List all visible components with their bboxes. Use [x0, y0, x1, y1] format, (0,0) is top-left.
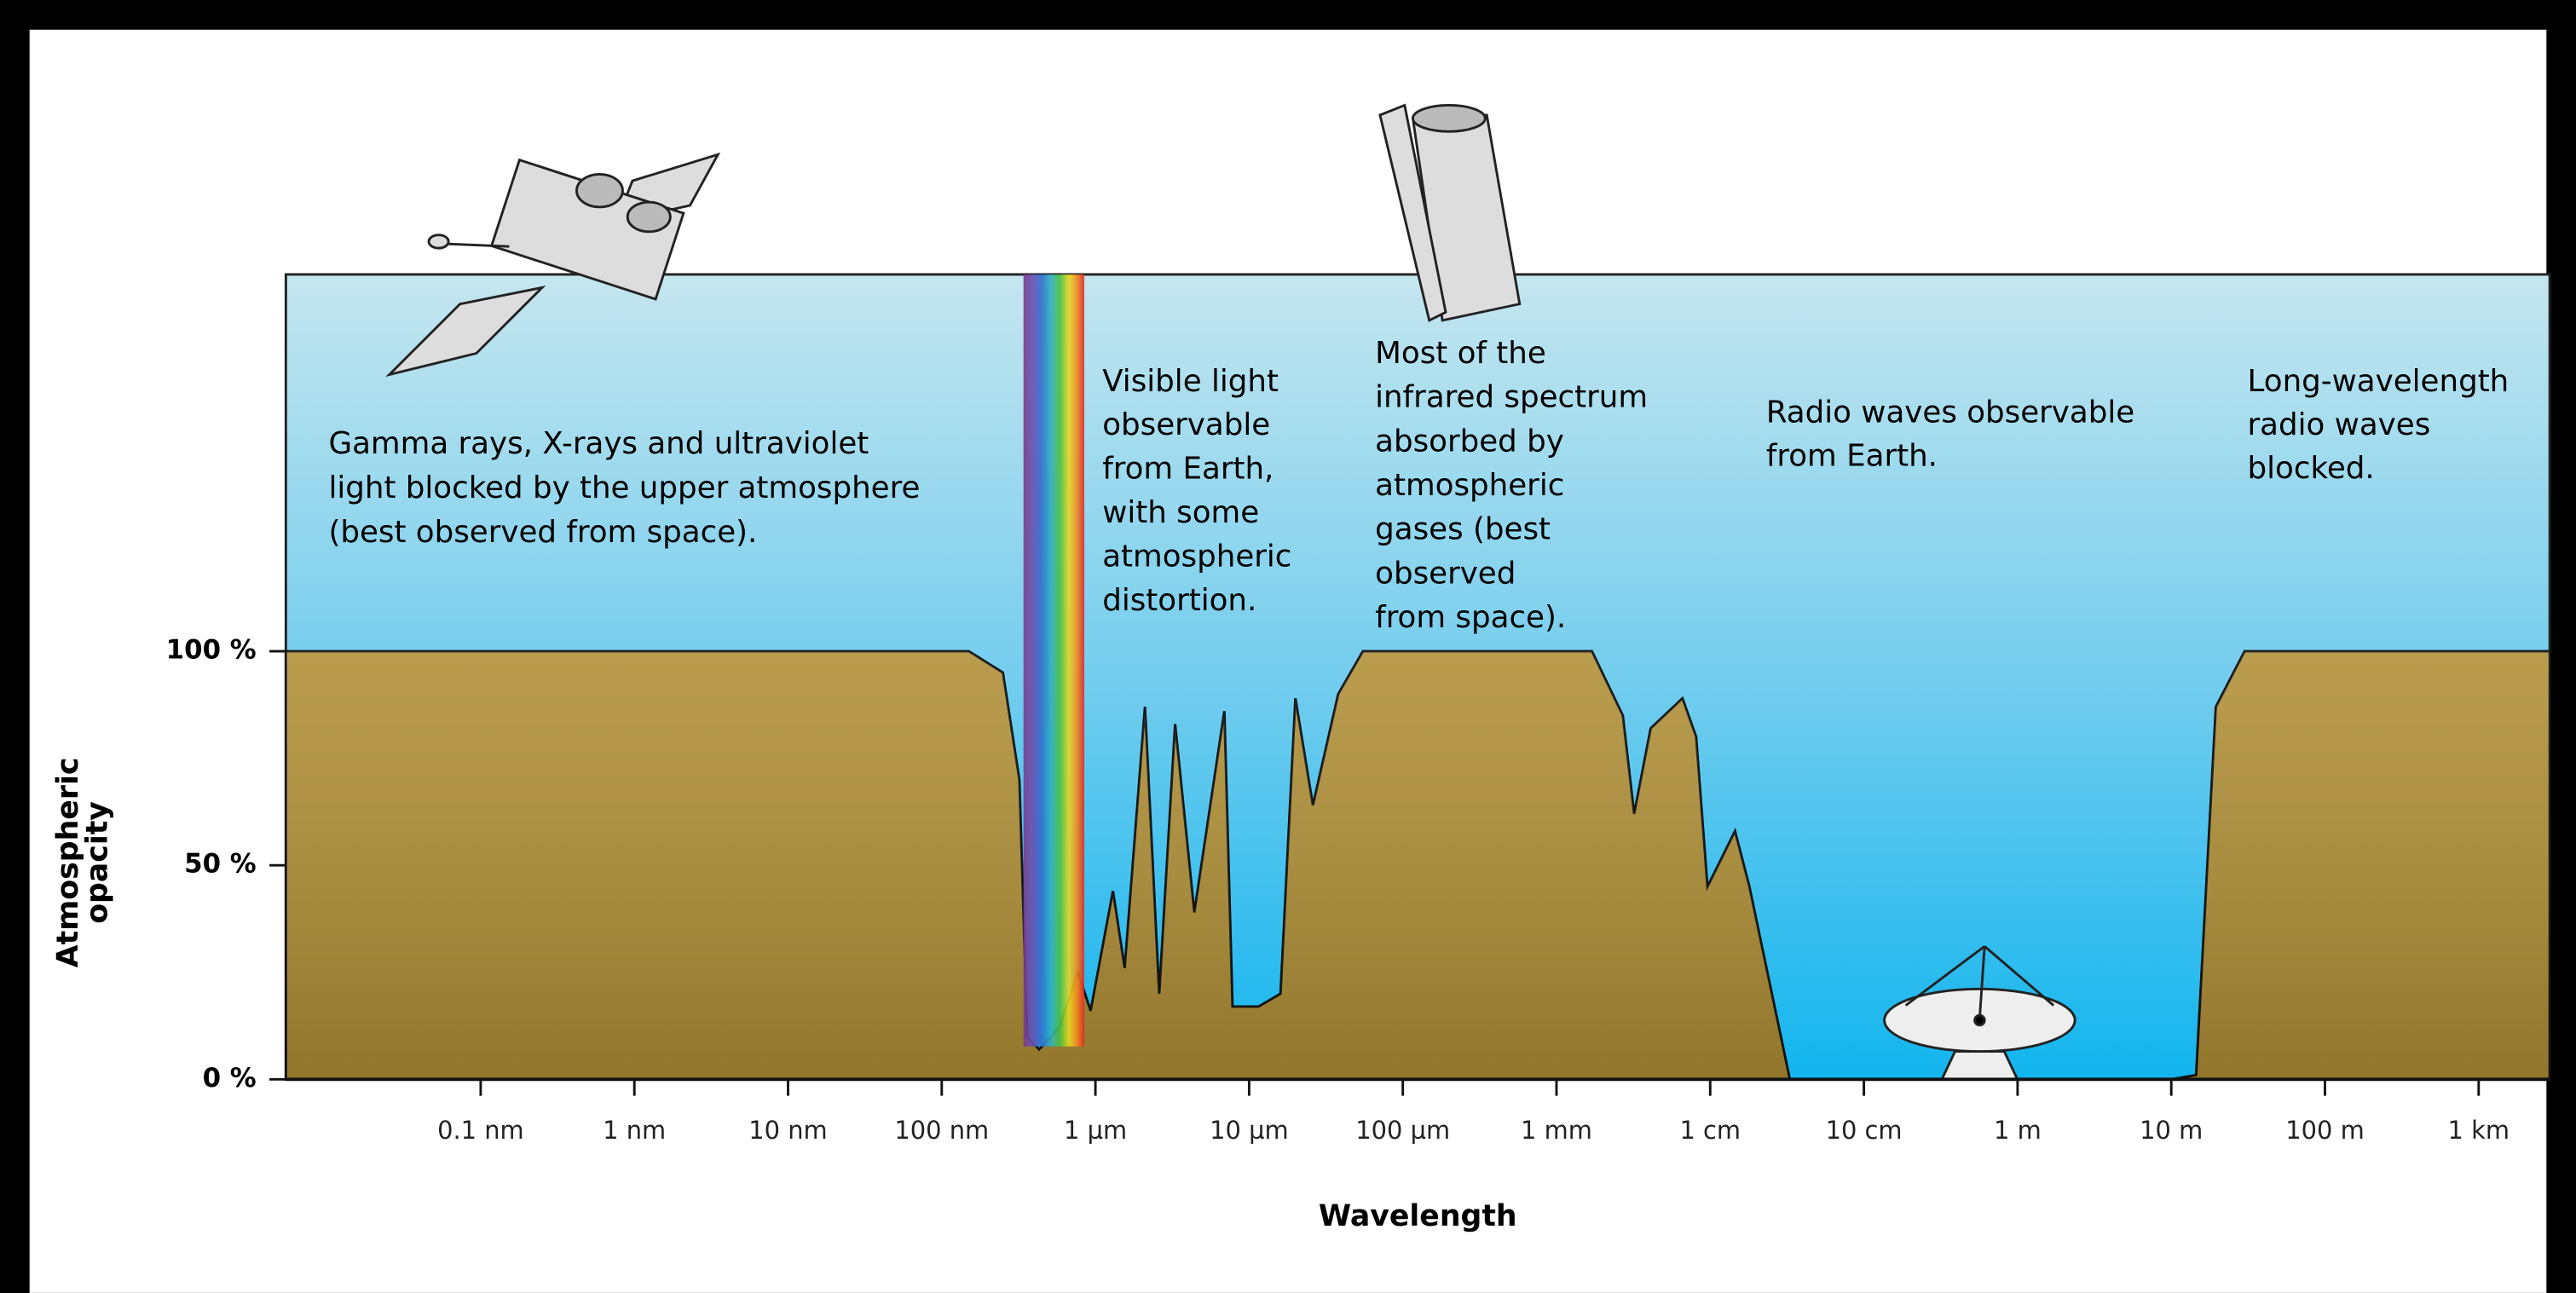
annotation: absorbed by	[1375, 424, 1564, 459]
x-tick-label: 1 cm	[1679, 1116, 1741, 1145]
x-tick-label: 10 cm	[1826, 1116, 1903, 1145]
annotation: Long-wavelength	[2248, 364, 2510, 399]
annotation: observed	[1375, 556, 1516, 591]
x-tick-label: 0.1 nm	[437, 1116, 524, 1145]
y-tick-label: 100 %	[166, 635, 257, 666]
annotation: Most of the	[1375, 336, 1546, 371]
x-tick-label: 1 m	[1994, 1116, 2042, 1145]
annotation: light blocked by the upper atmosphere	[328, 470, 920, 505]
y-tick-label: 0 %	[203, 1063, 257, 1094]
x-tick-label: 10 µm	[1210, 1116, 1288, 1145]
annotation: with some	[1102, 495, 1259, 530]
visible-band	[1024, 274, 1084, 1047]
page: {"chart_data": { "type": "area", "x_labe…	[0, 0, 2576, 1293]
x-tick-label: 1 mm	[1521, 1116, 1592, 1145]
annotation: blocked.	[2248, 451, 2375, 486]
annotation: Radio waves observable	[1766, 395, 2134, 430]
annotation: radio waves	[2248, 407, 2431, 442]
annotation: atmospheric	[1375, 468, 1564, 503]
x-tick-label: 100 µm	[1355, 1116, 1450, 1145]
x-tick-label: 1 µm	[1064, 1116, 1127, 1145]
annotation: from Earth.	[1766, 438, 1938, 473]
x-tick-label: 100 nm	[894, 1116, 989, 1145]
x-tick-label: 1 km	[2448, 1116, 2510, 1145]
annotation: Gamma rays, X-rays and ultraviolet	[328, 426, 869, 461]
annotation: distortion.	[1102, 583, 1256, 618]
x-tick-label: 100 m	[2285, 1116, 2364, 1145]
annotation: from space).	[1375, 600, 1566, 635]
annotation: gases (best	[1375, 512, 1551, 547]
y-axis-title-line: opacity	[81, 801, 115, 924]
annotation: atmospheric	[1102, 540, 1291, 574]
x-tick-label: 10 m	[2140, 1116, 2203, 1145]
y-tick-label: 50 %	[184, 849, 257, 880]
annotation: infrared spectrum	[1375, 380, 1648, 415]
annotation: (best observed from space).	[328, 515, 757, 550]
annotation: observable	[1102, 407, 1270, 442]
x-tick-label: 1 nm	[603, 1116, 666, 1145]
annotation: Visible light	[1102, 364, 1279, 399]
x-tick-label: 10 nm	[748, 1116, 827, 1145]
annotation: from Earth,	[1102, 452, 1274, 487]
x-axis-title: Wavelength	[1319, 1199, 1517, 1233]
chart: Wavelength Atmospheric opacity 0 %50 %10…	[0, 0, 2576, 1293]
